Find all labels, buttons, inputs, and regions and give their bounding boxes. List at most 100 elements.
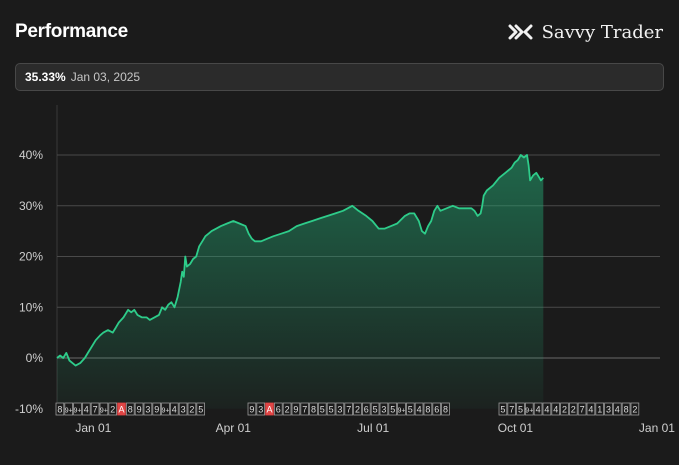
event-marker-label: 5 (500, 405, 505, 415)
event-marker-box (73, 402, 82, 416)
event-marker-label: 9 (137, 405, 142, 415)
event-marker-box (423, 402, 433, 416)
event-marker-box (630, 402, 640, 416)
event-marker-label: 3 (606, 405, 611, 415)
savvy-trader-logo-icon (508, 24, 533, 40)
event-marker-box (533, 402, 543, 416)
chart-area (56, 154, 544, 409)
event-marker-label: 4 (536, 405, 541, 415)
event-marker-box (273, 402, 283, 416)
event-marker-box (309, 402, 318, 416)
event-marker-box (256, 402, 265, 416)
event-marker-label: 4 (544, 405, 549, 415)
x-tick-label: Jul 01 (357, 421, 389, 435)
performance-area-fill (57, 155, 544, 409)
event-marker-label: 3 (258, 405, 263, 415)
page-title: Performance (15, 21, 128, 42)
event-marker-box (344, 402, 353, 416)
event-marker-box (379, 402, 389, 416)
event-marker-label: 9+ (100, 408, 108, 415)
event-marker-box (621, 402, 631, 416)
event-marker-box (560, 402, 569, 416)
event-marker-label: 3 (381, 405, 386, 415)
event-marker-box (178, 402, 188, 416)
event-marker-label: 1 (597, 405, 602, 415)
event-marker-label: A (266, 405, 272, 415)
event-marker-box (498, 402, 508, 416)
header: Performance Savvy Trader (15, 14, 663, 50)
event-markers: 8 9+ 9+ 4 7 9+ 2 A 8 9 3 9 9+ 4 3 2 5 9 3 A 6 2 9 7 8 5 5 3 7 2 6 5 3 5 9+… (55, 402, 640, 416)
x-tick-label: Jan 01 (639, 421, 675, 435)
event-marker-label: 8 (57, 405, 62, 415)
event-marker-box (64, 402, 74, 416)
event-marker-box (99, 402, 109, 416)
brand[interactable]: Savvy Trader (507, 22, 663, 43)
event-marker-box (542, 402, 552, 416)
event-marker-label: 7 (93, 405, 98, 415)
x-tick-label: Oct 01 (498, 421, 534, 435)
y-tick-label: 0% (26, 351, 44, 365)
event-marker-box (126, 402, 135, 416)
event-marker-label: 9+ (525, 408, 533, 415)
event-marker-box (370, 402, 380, 416)
event-marker-label: 4 (615, 405, 620, 415)
event-marker-label: 2 (110, 405, 115, 415)
event-marker-label: 3 (181, 405, 186, 415)
event-marker-label: 5 (320, 405, 325, 415)
event-marker-box (161, 402, 170, 416)
event-marker-label: 9+ (162, 408, 170, 415)
performance-line (56, 154, 544, 367)
event-marker-label: 2 (571, 405, 576, 415)
event-group: 8 9+ 9+ 4 7 9+ 2 A 8 9 3 9 9+ 4 3 2 5 (55, 402, 206, 416)
y-axis-labels: 40% 30% 20% 10% 0% -10% (15, 148, 43, 416)
event-marker-label: 3 (145, 405, 150, 415)
event-marker-box (353, 402, 362, 416)
event-marker-label: A (118, 405, 124, 415)
event-marker-label: 9+ (65, 408, 73, 415)
event-marker-box (300, 402, 309, 416)
event-marker-box (247, 402, 257, 416)
event-marker-box (361, 402, 371, 416)
event-marker-label: 4 (553, 405, 558, 415)
event-marker-box (291, 402, 301, 416)
event-marker-box (507, 402, 516, 416)
y-tick-label: -10% (15, 402, 43, 416)
event-marker-label: 5 (408, 405, 413, 415)
summary-percent: 35.33% (25, 70, 66, 84)
event-marker-box (317, 402, 327, 416)
event-marker-label: 2 (189, 405, 194, 415)
event-marker-box (432, 402, 441, 416)
event-marker-box (108, 402, 118, 416)
event-marker-label: 8 (624, 405, 629, 415)
event-marker-label: 8 (425, 405, 430, 415)
event-marker-box (90, 402, 100, 416)
event-marker-box (388, 402, 397, 416)
event-marker-box (326, 402, 336, 416)
event-marker-label: 4 (588, 405, 593, 415)
event-marker-label: 8 (128, 405, 133, 415)
event-marker-label: 4 (417, 405, 422, 415)
event-marker-label: 4 (84, 405, 89, 415)
event-marker-box (577, 402, 587, 416)
event-marker-label: 2 (632, 405, 637, 415)
event-marker-box (55, 402, 65, 416)
event-marker-label: 6 (364, 405, 369, 415)
event-marker-box (604, 402, 613, 416)
y-tick-label: 20% (19, 250, 43, 264)
y-tick-label: 40% (19, 148, 43, 162)
event-marker-label: 5 (329, 405, 334, 415)
event-marker-box (397, 402, 406, 416)
event-marker-label: 4 (172, 405, 177, 415)
event-marker-box (569, 402, 578, 416)
event-marker-box (152, 402, 162, 416)
event-group: 5 7 5 9+ 4 4 4 2 2 7 4 1 3 4 8 2 (498, 402, 640, 416)
event-group: 9 3 A 6 2 9 7 8 5 5 3 7 2 6 5 3 5 9+ 5 4 8 6 8 (247, 402, 450, 416)
event-marker-label: 7 (509, 405, 514, 415)
event-marker-label: 2 (285, 405, 290, 415)
event-marker-box (613, 402, 622, 416)
event-marker-box (282, 402, 292, 416)
event-marker-box (441, 402, 450, 416)
event-marker-label: 2 (562, 405, 567, 415)
event-marker-box (134, 402, 144, 416)
